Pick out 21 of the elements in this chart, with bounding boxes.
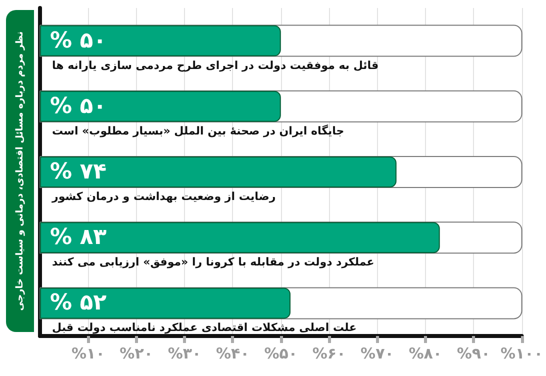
y-tick-label: علت اصلی مشکلات اقتصادی عملکرد نامناسب دولت قبل (52, 321, 357, 334)
x-tick-label: %۹۰ (456, 344, 490, 362)
x-tick-label: %۷۰ (360, 344, 394, 362)
x-tick-label: %۲۰ (120, 344, 154, 362)
data-label: % ۵۰ (50, 94, 107, 119)
y-tick-label: قائل به موفقیت دولت در اجرای طرح مردمی سازی یارانه ها (52, 58, 379, 72)
data-label: % ۵۲ (50, 290, 108, 316)
text: نظر مردم درباره مسائل اقتصادی، درمانی و سیاست خارجی (14, 31, 26, 311)
x-tick-label: %۸۰ (408, 344, 442, 362)
x-tick-label: %۱۰۰ (500, 344, 543, 362)
y-tick-label: عملکرد دولت در مقابله با کرونا را «موفق» ارزیابی می کنند (52, 256, 374, 269)
x-tick-label: %۱۰ (72, 344, 105, 362)
x-tick-label: %۶۰ (312, 344, 346, 362)
data-label: % ۵۰ (50, 28, 107, 54)
x-tick-label: %۵۰ (264, 344, 298, 362)
y-tick-label: رضایت از وضعیت بهداشت و درمان کشور (51, 190, 276, 203)
x-tick-label: %۴۰ (216, 344, 250, 362)
data-label: % ۸۳ (50, 225, 108, 250)
y-tick-label: جایگاه ایران در صحنهٔ بین الملل «بسیار مطلوب» است (52, 124, 344, 138)
data-label: % ۷۴ (50, 160, 107, 184)
x-tick-label: %۳۰ (168, 344, 202, 362)
